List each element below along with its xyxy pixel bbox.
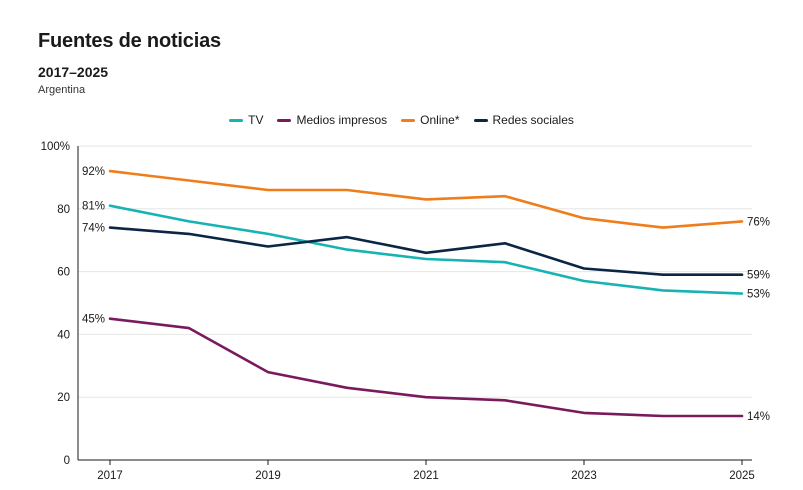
start-label-tv: 81% [82,201,105,213]
legend-swatch-online [401,118,416,122]
chart-subtitle: 2017–2025 [38,64,109,80]
legend-label-tv: TV [248,113,264,127]
legend-swatch-tv [229,118,244,122]
end-label-medios-impresos: 14% [747,411,770,423]
y-tick-label: 0 [64,455,70,467]
chart-legend: TV Medios impresos Online* Redes sociale… [0,113,803,127]
legend-item-redes-sociales[interactable]: Redes sociales [473,113,574,127]
legend-item-medios-impresos[interactable]: Medios impresos [277,113,387,127]
y-tick-label: 20 [57,392,70,404]
y-tick-label: 40 [57,329,70,341]
chart-note: Argentina [38,84,86,96]
series-line-medios-impresos [108,317,744,418]
x-tick-label: 2025 [729,470,755,482]
end-label-online: 76% [747,216,770,228]
legend-swatch-medios-impresos [277,118,292,122]
x-tick-label: 2019 [255,470,281,482]
x-tick-label: 2021 [413,470,439,482]
legend-label-medios-impresos: Medios impresos [296,113,388,127]
x-tick-label: 2017 [97,470,123,482]
legend-label-redes-sociales: Redes sociales [492,113,574,127]
y-tick-label: 100% [41,141,70,153]
x-tick-label: 2023 [571,470,597,482]
series-line-tv [108,204,744,295]
legend-label-online: Online* [420,113,460,127]
legend-item-tv[interactable]: TV [229,113,263,127]
start-label-redes-sociales: 74% [82,223,105,235]
legend-swatch-redes-sociales [473,118,488,122]
series-line-online [108,169,744,229]
y-tick-label: 80 [57,204,70,216]
series-line-redes-sociales [108,226,744,277]
end-label-redes-sociales: 59% [747,270,770,282]
start-label-medios-impresos: 45% [82,314,105,326]
chart-title: Fuentes de noticias [38,30,221,52]
start-label-online: 92% [82,166,105,178]
end-label-tv: 53% [747,289,770,301]
y-tick-label: 60 [57,267,70,279]
legend-item-online[interactable]: Online* [401,113,460,127]
